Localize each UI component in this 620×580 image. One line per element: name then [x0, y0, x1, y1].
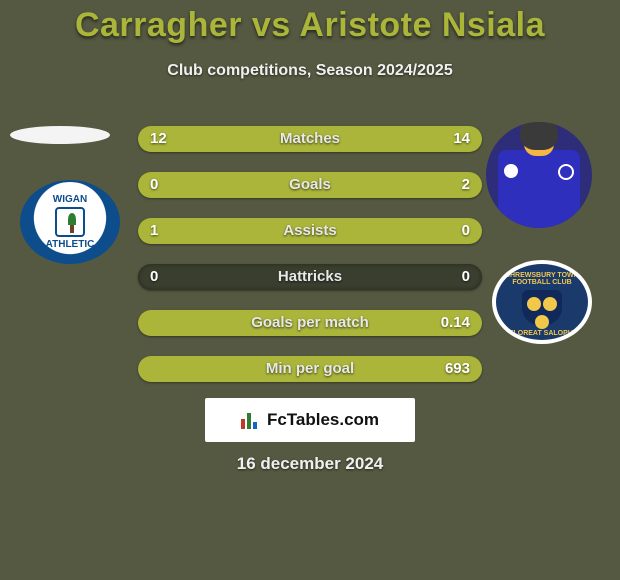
badge-right-top-text: SHREWSBURY TOWN FOOTBALL CLUB	[496, 272, 588, 286]
badge-left-line1: WIGAN	[46, 194, 95, 205]
badge-left-tree-icon	[55, 207, 85, 237]
stat-row: 0.14Goals per match	[138, 310, 482, 336]
badge-right-inner: SHREWSBURY TOWN FOOTBALL CLUB FLOREAT SA…	[496, 268, 588, 337]
date-text: 16 december 2024	[0, 454, 620, 474]
stat-label: Hattricks	[138, 264, 482, 290]
club-badge-left: WIGAN ATHLETIC	[20, 180, 120, 264]
badge-right-bottom-text: FLOREAT SALOPIA	[496, 330, 588, 337]
stat-label: Goals per match	[138, 310, 482, 336]
stat-label: Goals	[138, 172, 482, 198]
badge-left-line2: ATHLETIC	[46, 239, 95, 250]
jersey-crest-icon	[558, 164, 574, 180]
stat-row: 02Goals	[138, 172, 482, 198]
stat-row: 693Min per goal	[138, 356, 482, 382]
stat-row: 10Assists	[138, 218, 482, 244]
attribution-badge: FcTables.com	[205, 398, 415, 442]
stat-label: Matches	[138, 126, 482, 152]
stat-row: 1214Matches	[138, 126, 482, 152]
jersey-icon	[486, 122, 592, 228]
jersey-sponsor-icon	[504, 164, 518, 178]
attribution-chart-icon	[241, 411, 261, 429]
badge-right-shield-icon	[522, 290, 562, 326]
club-badge-right: SHREWSBURY TOWN FOOTBALL CLUB FLOREAT SA…	[492, 260, 592, 344]
player-right-photo	[486, 122, 592, 228]
attribution-text: FcTables.com	[267, 410, 379, 430]
comparison-infographic: Carragher vs Aristote Nsiala Club compet…	[0, 0, 620, 580]
badge-left-text: WIGAN ATHLETIC	[46, 194, 95, 250]
subtitle: Club competitions, Season 2024/2025	[0, 62, 620, 80]
stat-label: Min per goal	[138, 356, 482, 382]
stat-row: 00Hattricks	[138, 264, 482, 290]
stat-label: Assists	[138, 218, 482, 244]
page-title: Carragher vs Aristote Nsiala	[0, 6, 620, 45]
player-left-photo	[10, 126, 110, 144]
